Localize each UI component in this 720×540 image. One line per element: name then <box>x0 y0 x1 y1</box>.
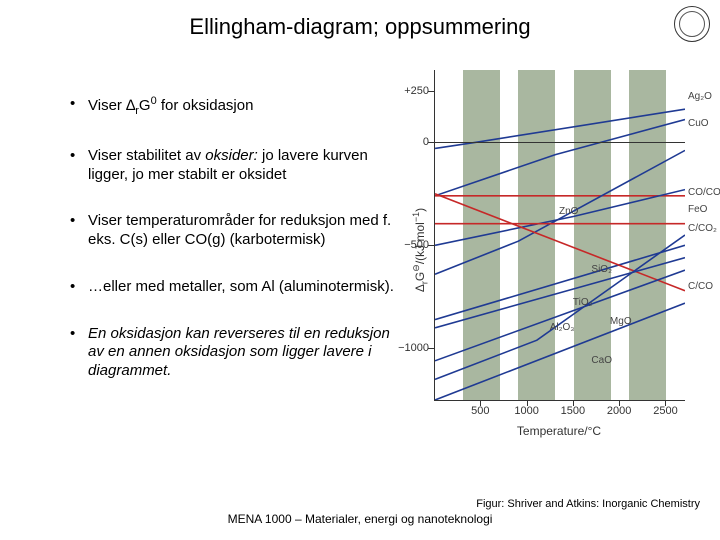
bullet-item: Viser stabilitet av oksider: jo lavere k… <box>70 147 400 185</box>
series-Al2O3 <box>435 270 685 361</box>
y-tick-label: −1000 <box>398 342 429 354</box>
bullet-item: Viser temperaturområder for reduksjon me… <box>70 212 400 250</box>
bullet-item: En oksidasjon kan reverseres til en redu… <box>70 325 400 381</box>
bullet-list: Viser ∆rG0 for oksidasjon Viser stabilite… <box>30 95 400 409</box>
x-tick-label: 1500 <box>561 405 585 417</box>
x-tick-label: 2500 <box>653 405 677 417</box>
y-tick-label: 0 <box>423 136 429 148</box>
series-label-CaO: CaO <box>591 355 612 366</box>
series-label-C/CO: C/CO <box>688 281 713 292</box>
x-tick-label: 1000 <box>514 405 538 417</box>
zero-line <box>435 142 685 143</box>
series-label-CO/CO2: CO/CO₂ <box>688 187 720 198</box>
x-axis-label: Temperature/°C <box>434 424 684 438</box>
series-label-ZnO: ZnO <box>559 206 578 217</box>
series-lines <box>435 70 685 400</box>
x-tick-label: 2000 <box>607 405 631 417</box>
series-label-CuO: CuO <box>688 118 709 129</box>
seal-inner-circle <box>679 11 705 37</box>
y-tick-label: −500 <box>404 239 429 251</box>
series-SiO2 <box>435 245 685 319</box>
y-tick-label: +250 <box>404 85 429 97</box>
series-label-SiO2: SiO₂ <box>591 264 612 275</box>
series-FeO <box>435 190 685 246</box>
institution-seal-icon <box>674 6 710 42</box>
series-label-Ag2O: Ag₂O <box>688 91 712 102</box>
bullet-item: …eller med metaller, som Al (aluminoterm… <box>70 278 400 297</box>
slide-title: Ellingham-diagram; oppsummering <box>0 14 720 40</box>
series-label-C/CO2: C/CO₂ <box>688 223 717 234</box>
plot-area <box>434 70 685 401</box>
series-CuO <box>435 120 685 196</box>
series-label-MgO: MgO <box>610 316 632 327</box>
series-label-TiO2: TiO₂ <box>573 297 593 308</box>
series-label-FeO: FeO <box>688 204 707 215</box>
x-tick-label: 500 <box>471 405 489 417</box>
bullet-item: Viser ∆rG0 for oksidasjon <box>70 95 400 119</box>
figure-caption: Figur: Shriver and Atkins: Inorganic Che… <box>476 498 700 510</box>
series-label-Al2O3: Al₂O₃ <box>550 322 575 333</box>
slide-footer: MENA 1000 – Materialer, energi og nanote… <box>0 512 720 526</box>
ellingham-chart: ΔrG⊖/(kJ mol−1) +2500−500−10005001000150… <box>374 60 704 440</box>
